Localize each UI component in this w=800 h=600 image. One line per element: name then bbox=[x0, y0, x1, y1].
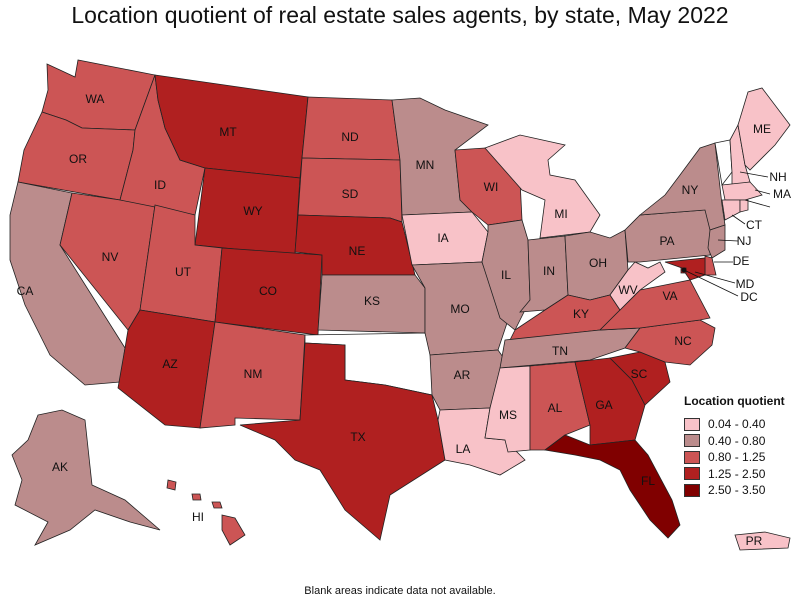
label-sd: SD bbox=[342, 187, 359, 201]
label-ms: MS bbox=[499, 408, 517, 422]
label-ga: GA bbox=[595, 398, 612, 412]
label-mt: MT bbox=[219, 125, 237, 139]
label-in: IN bbox=[543, 264, 555, 278]
map-title: Location quotient of real estate sales a… bbox=[71, 2, 729, 28]
label-tx: TX bbox=[350, 430, 365, 444]
legend-label: 0.04 - 0.40 bbox=[708, 417, 766, 432]
state-mi[interactable] bbox=[484, 134, 601, 239]
label-ky: KY bbox=[573, 307, 589, 321]
legend-swatch bbox=[684, 434, 700, 448]
label-wi: WI bbox=[484, 180, 499, 194]
label-mi: MI bbox=[554, 207, 567, 221]
label-id: ID bbox=[154, 178, 166, 192]
label-ct: CT bbox=[746, 218, 763, 232]
label-fl: FL bbox=[641, 474, 655, 488]
legend-item: 1.25 - 2.50 bbox=[684, 466, 785, 483]
state-me[interactable] bbox=[737, 87, 791, 171]
label-ut: UT bbox=[175, 265, 192, 279]
label-pa: PA bbox=[659, 234, 674, 248]
label-pr: PR bbox=[746, 534, 763, 548]
legend-swatch bbox=[684, 417, 700, 431]
label-ny: NY bbox=[682, 183, 699, 197]
label-wy: WY bbox=[243, 204, 262, 218]
state-ak[interactable] bbox=[11, 409, 161, 546]
state-nd[interactable] bbox=[301, 96, 401, 161]
label-wv: WV bbox=[618, 283, 637, 297]
legend-swatch bbox=[684, 483, 700, 497]
state-ny[interactable] bbox=[638, 142, 726, 231]
legend-label: 0.40 - 0.80 bbox=[708, 433, 766, 448]
label-nc: NC bbox=[674, 334, 692, 348]
state-fl[interactable] bbox=[544, 434, 681, 539]
label-az: AZ bbox=[162, 357, 177, 371]
label-il: IL bbox=[501, 268, 511, 282]
label-de: DE bbox=[733, 254, 750, 268]
state-de[interactable] bbox=[704, 255, 717, 276]
label-va: VA bbox=[662, 289, 677, 303]
label-me: ME bbox=[753, 122, 771, 136]
state-tx[interactable] bbox=[239, 342, 446, 541]
label-mo: MO bbox=[450, 302, 469, 316]
legend-label: 2.50 - 3.50 bbox=[708, 483, 766, 498]
state-ct[interactable] bbox=[721, 199, 741, 221]
label-al: AL bbox=[548, 401, 563, 415]
legend-label: 0.80 - 1.25 bbox=[708, 450, 766, 465]
label-hi: HI bbox=[192, 510, 204, 524]
label-la: LA bbox=[456, 442, 471, 456]
label-ma: MA bbox=[773, 187, 791, 201]
state-hi[interactable] bbox=[166, 479, 246, 546]
label-sc: SC bbox=[631, 367, 648, 381]
label-dc: DC bbox=[740, 290, 758, 304]
label-nm: NM bbox=[244, 367, 263, 381]
state-nj[interactable] bbox=[707, 224, 726, 259]
legend-item: 0.04 - 0.40 bbox=[684, 416, 785, 433]
label-oh: OH bbox=[589, 256, 607, 270]
label-tn: TN bbox=[552, 344, 568, 358]
state-labels: WA OR CA NV ID MT WY UT CO AZ NM ND SD N… bbox=[17, 92, 791, 548]
legend-item: 0.80 - 1.25 bbox=[684, 449, 785, 466]
legend-item: 2.50 - 3.50 bbox=[684, 482, 785, 499]
legend-swatch bbox=[684, 450, 700, 464]
label-ks: KS bbox=[364, 294, 380, 308]
legend-title: Location quotient bbox=[684, 394, 785, 408]
state-ri[interactable] bbox=[739, 199, 749, 213]
label-mn: MN bbox=[416, 158, 435, 172]
label-ne: NE bbox=[349, 244, 366, 258]
legend-label: 1.25 - 2.50 bbox=[708, 466, 766, 481]
label-nd: ND bbox=[341, 130, 359, 144]
legend-swatch bbox=[684, 467, 700, 481]
label-co: CO bbox=[259, 284, 277, 298]
state-ma[interactable] bbox=[721, 181, 763, 201]
leader-lines bbox=[681, 171, 771, 297]
state-pr[interactable] bbox=[734, 531, 791, 551]
label-ar: AR bbox=[454, 368, 471, 382]
state-wv[interactable] bbox=[609, 261, 666, 311]
label-md: MD bbox=[736, 277, 755, 291]
label-nh: NH bbox=[769, 170, 786, 184]
label-nv: NV bbox=[102, 250, 119, 264]
label-nj: NJ bbox=[737, 234, 752, 248]
legend-item: 0.40 - 0.80 bbox=[684, 433, 785, 450]
label-or: OR bbox=[69, 152, 87, 166]
label-ca: CA bbox=[17, 284, 34, 298]
label-ak: AK bbox=[52, 460, 68, 474]
footnote: Blank areas indicate data not available. bbox=[304, 585, 496, 597]
label-ia: IA bbox=[437, 231, 448, 245]
legend: Location quotient 0.04 - 0.40 0.40 - 0.8… bbox=[684, 394, 785, 499]
label-wa: WA bbox=[86, 92, 105, 106]
